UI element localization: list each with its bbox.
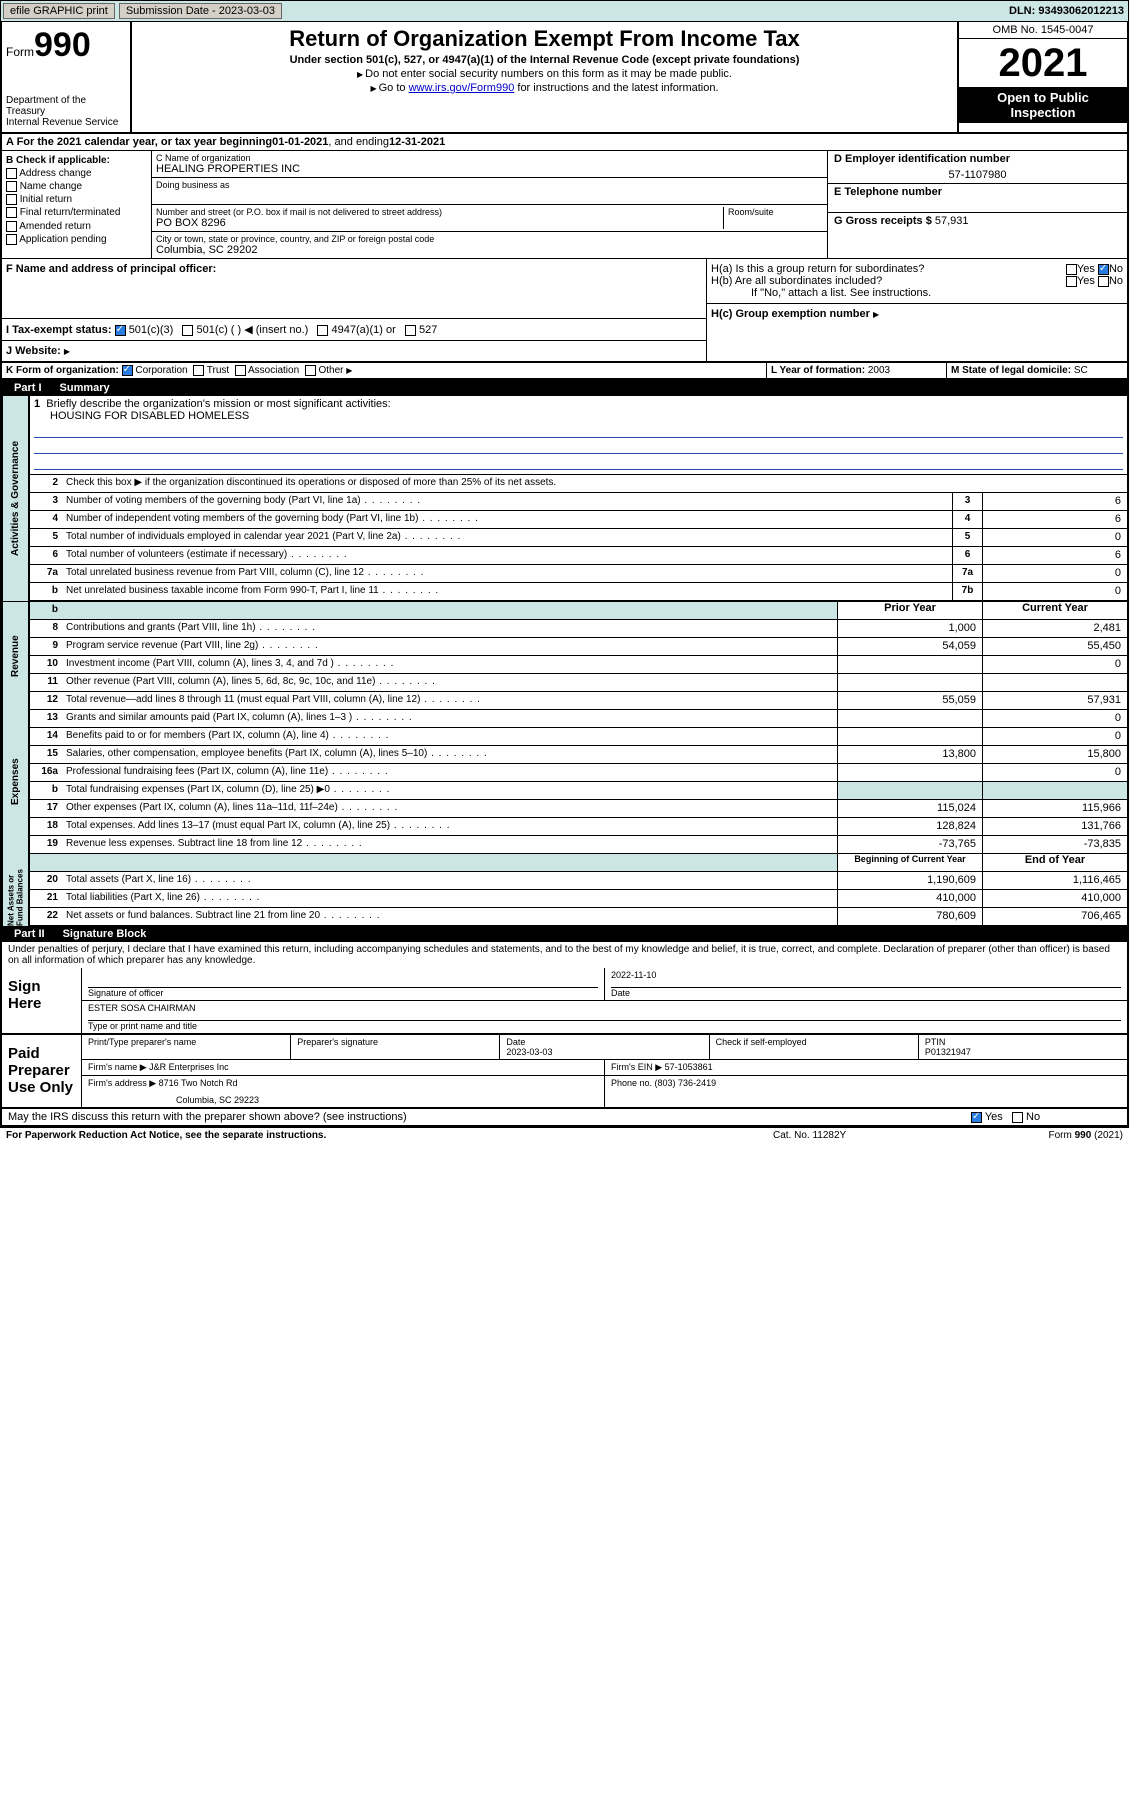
side-label-rev: Revenue — [2, 602, 30, 710]
open-inspection: Open to PublicInspection — [959, 87, 1127, 123]
efile-button[interactable]: efile GRAPHIC print — [3, 3, 115, 19]
page-footer: For Paperwork Reduction Act Notice, see … — [0, 1127, 1129, 1143]
officer-name: ESTER SOSA CHAIRMAN — [88, 1003, 1121, 1021]
form-header: Form990 Department of the Treasury Inter… — [0, 22, 1129, 134]
part2-header: Part II Signature Block — [0, 926, 1129, 942]
check-corp[interactable] — [122, 365, 133, 376]
netassets-block: Net Assets or Fund Balances Beginning of… — [2, 854, 1127, 926]
form-subtitle: Under section 501(c), 527, or 4947(a)(1)… — [140, 54, 949, 66]
revenue-block: Revenue b Prior Year Current Year 8Contr… — [2, 601, 1127, 710]
klm-row: K Form of organization: Corporation Trus… — [0, 363, 1129, 380]
activities-governance: Activities & Governance 1 Briefly descri… — [2, 396, 1127, 601]
form-number: Form990 — [6, 26, 126, 65]
part1-header: Part I Summary — [0, 380, 1129, 396]
mission: HOUSING FOR DISABLED HOMELESS — [34, 410, 1123, 422]
paid-preparer-block: Paid Preparer Use Only Print/Type prepar… — [0, 1035, 1129, 1109]
section-f: F Name and address of principal officer: — [2, 259, 706, 319]
expenses-block: Expenses 13Grants and similar amounts pa… — [2, 710, 1127, 854]
form-title: Return of Organization Exempt From Incom… — [140, 26, 949, 52]
side-label-exp: Expenses — [2, 710, 30, 854]
org-address: PO BOX 8296 — [156, 217, 723, 229]
section-hc: H(c) Group exemption number — [707, 304, 1127, 324]
dept-label: Department of the Treasury — [6, 95, 126, 117]
penalties-text: Under penalties of perjury, I declare th… — [0, 942, 1129, 968]
section-c: C Name of organization HEALING PROPERTIE… — [152, 151, 827, 258]
sign-here-block: Sign Here Signature of officer 2022-11-1… — [0, 968, 1129, 1035]
discuss-row: May the IRS discuss this return with the… — [0, 1109, 1129, 1127]
org-city: Columbia, SC 29202 — [156, 244, 823, 256]
dln-label: DLN: 93493062012213 — [1005, 5, 1128, 17]
section-g: G Gross receipts $ 57,931 — [828, 213, 1127, 229]
section-j: J Website: — [2, 341, 706, 361]
submission-button[interactable]: Submission Date - 2023-03-03 — [119, 3, 282, 19]
check-501c3[interactable] — [115, 325, 126, 336]
omb-number: OMB No. 1545-0047 — [959, 22, 1127, 39]
org-name: HEALING PROPERTIES INC — [156, 163, 823, 175]
section-h: H(a) Is this a group return for subordin… — [707, 259, 1127, 304]
section-i: I Tax-exempt status: 501(c)(3) 501(c) ( … — [2, 319, 706, 341]
top-toolbar: efile GRAPHIC print Submission Date - 20… — [0, 0, 1129, 22]
irs-label: Internal Revenue Service — [6, 117, 126, 128]
section-e: E Telephone number — [828, 184, 1127, 213]
period-row: A For the 2021 calendar year, or tax yea… — [0, 134, 1129, 151]
goto-line: Go to www.irs.gov/Form990 for instructio… — [140, 82, 949, 94]
side-label-gov: Activities & Governance — [2, 396, 30, 601]
tax-year: 2021 — [959, 39, 1127, 87]
section-d: D Employer identification number 57-1107… — [828, 151, 1127, 184]
identity-block: B Check if applicable: Address change Na… — [0, 151, 1129, 363]
ssn-note: Do not enter social security numbers on … — [140, 68, 949, 80]
section-b: B Check if applicable: Address change Na… — [2, 151, 152, 258]
side-label-net: Net Assets or Fund Balances — [2, 854, 30, 926]
irs-link[interactable]: www.irs.gov/Form990 — [409, 82, 515, 94]
check-ha-no[interactable] — [1098, 264, 1109, 275]
check-discuss-yes[interactable] — [971, 1112, 982, 1123]
